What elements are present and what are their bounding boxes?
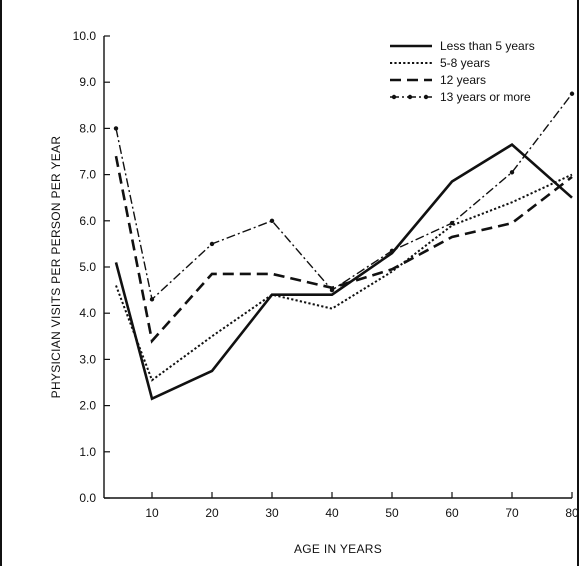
x-tick-label: 50 bbox=[385, 506, 399, 520]
y-tick-label: 9.0 bbox=[79, 75, 96, 89]
x-axis-title: AGE IN YEARS bbox=[294, 542, 382, 556]
x-tick-label: 30 bbox=[265, 506, 279, 520]
legend-item: Less than 5 years bbox=[390, 39, 535, 53]
legend-marker bbox=[391, 94, 397, 100]
series-line bbox=[114, 142, 573, 401]
legend-marker bbox=[407, 94, 413, 100]
y-tick-label: 0.0 bbox=[79, 491, 96, 505]
y-axis-ticks: 0.0 1.0 2.0 3.0 4.0 5.0 6.0 7.0 8.0 9.0 10.0 bbox=[73, 29, 110, 505]
y-tick-label: 1.0 bbox=[79, 445, 96, 459]
series-line bbox=[114, 155, 573, 344]
series-dashed bbox=[114, 155, 573, 344]
series-solid bbox=[114, 142, 573, 401]
series-dotted bbox=[115, 173, 573, 382]
x-tick-label: 80 bbox=[565, 506, 579, 520]
x-tick-label: 20 bbox=[205, 506, 219, 520]
y-tick-label: 6.0 bbox=[79, 214, 96, 228]
legend: Less than 5 years 5-8 years 12 years 13 yea… bbox=[390, 39, 535, 104]
data-point bbox=[389, 248, 395, 254]
data-point bbox=[149, 297, 155, 302]
data-point bbox=[569, 91, 575, 96]
x-tick-label: 70 bbox=[505, 506, 519, 520]
y-tick-label: 3.0 bbox=[79, 352, 96, 366]
y-tick-label: 8.0 bbox=[79, 121, 96, 135]
data-point bbox=[209, 241, 215, 247]
y-tick-label: 4.0 bbox=[79, 306, 96, 320]
legend-label: 5-8 years bbox=[440, 56, 490, 70]
legend-marker bbox=[423, 94, 429, 100]
axes bbox=[103, 36, 572, 499]
legend-item: 12 years bbox=[390, 73, 486, 87]
legend-label: 12 years bbox=[440, 73, 486, 87]
data-point bbox=[113, 126, 119, 131]
x-tick-label: 40 bbox=[325, 506, 339, 520]
series-layer bbox=[113, 91, 575, 401]
y-tick-label: 5.0 bbox=[79, 260, 96, 274]
x-tick-label: 60 bbox=[445, 506, 459, 520]
legend-item: 13 years or more bbox=[390, 90, 531, 104]
y-tick-label: 2.0 bbox=[79, 399, 96, 413]
series-line bbox=[115, 173, 573, 382]
legend-label: Less than 5 years bbox=[440, 39, 535, 53]
data-point bbox=[449, 220, 455, 226]
x-tick-label: 10 bbox=[145, 506, 159, 520]
y-tick-label: 10.0 bbox=[73, 29, 97, 43]
data-point bbox=[329, 287, 335, 293]
y-axis-title: PHYSICIAN VISITS PER PERSON PER YEAR bbox=[49, 136, 63, 399]
legend-label: 13 years or more bbox=[440, 90, 531, 104]
legend-item: 5-8 years bbox=[390, 56, 490, 70]
series-line bbox=[115, 93, 573, 301]
data-point bbox=[269, 218, 275, 223]
y-tick-label: 7.0 bbox=[79, 168, 96, 182]
x-axis-ticks: 10 20 30 40 50 60 70 80 bbox=[145, 492, 579, 520]
series-dash-dot bbox=[113, 91, 575, 302]
data-point bbox=[509, 170, 515, 175]
